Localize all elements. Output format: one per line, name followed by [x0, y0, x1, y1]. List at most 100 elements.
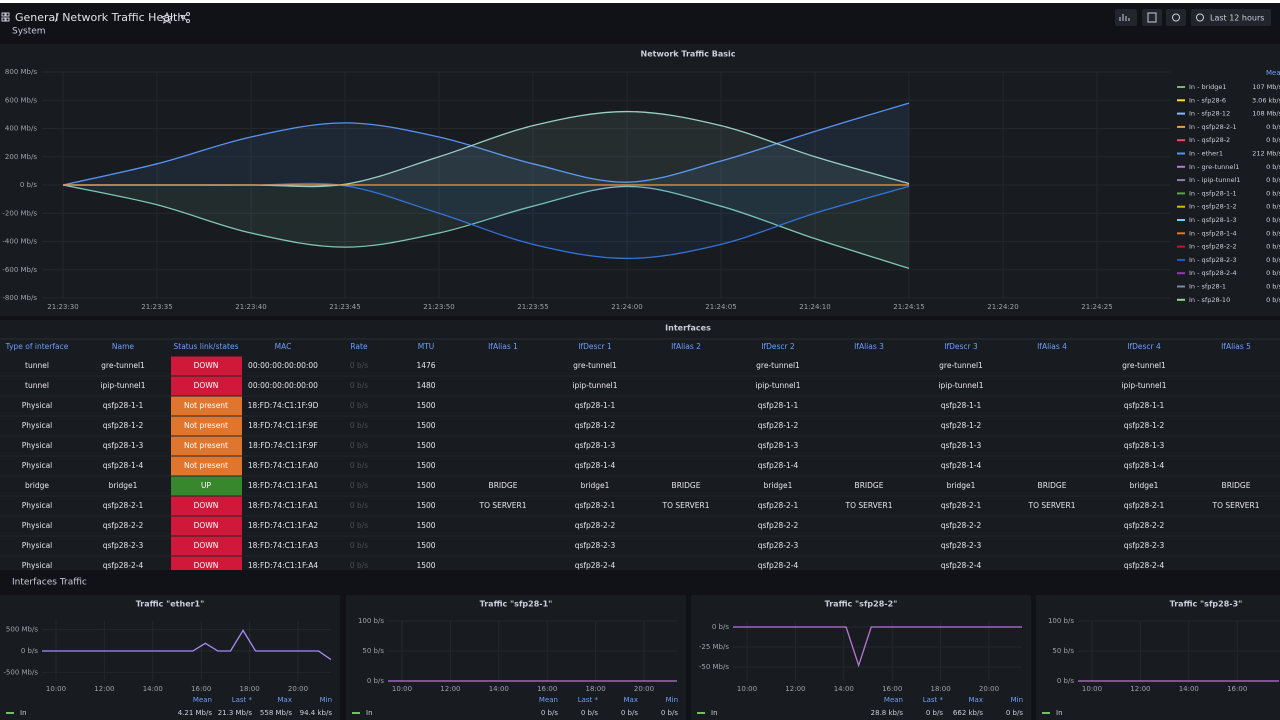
y-tick-label: 0 b/s	[20, 181, 37, 189]
legend-mean: 0 b/s	[1266, 269, 1280, 277]
time-picker[interactable]	[1191, 9, 1271, 26]
column-header[interactable]: Status link/states	[174, 342, 239, 351]
legend-name[interactable]: In - sfp28-6	[1189, 96, 1226, 104]
stat-label: Last *	[232, 696, 253, 704]
table-cell: qsfp28-1-2	[1124, 421, 1165, 430]
legend-name[interactable]: In - bridge1	[1189, 83, 1227, 91]
stat-label: Min	[1011, 696, 1023, 704]
table-cell: BRIDGE	[855, 481, 884, 490]
table-cell: qsfp28-2-2	[103, 521, 144, 530]
table-cell: qsfp28-1-4	[103, 461, 144, 470]
legend-name[interactable]: In - sfp28-12	[1189, 110, 1230, 118]
status-cell	[171, 496, 242, 516]
legend-name[interactable]: In - ipip-tunnel1	[1189, 176, 1241, 184]
column-header[interactable]: IfAlias 2	[671, 342, 701, 351]
legend-name[interactable]: In - qsfp28-2-4	[1189, 269, 1237, 277]
table-cell: Physical	[22, 561, 53, 570]
column-header[interactable]: MTU	[418, 342, 435, 351]
legend-name[interactable]: In - qsfp28-2-1	[1189, 123, 1237, 131]
legend-name[interactable]: In - qsfp28-1-3	[1189, 216, 1237, 224]
legend-name[interactable]: In	[1056, 709, 1063, 717]
clock-icon	[1196, 13, 1204, 22]
panel-title: Traffic "sfp28-2"	[825, 600, 898, 609]
legend-name[interactable]: In	[711, 709, 718, 717]
save-button[interactable]	[1142, 9, 1162, 26]
legend-name[interactable]: In - ether1	[1189, 150, 1223, 158]
legend-name[interactable]: In	[20, 709, 27, 717]
legend-name[interactable]: In - sfp28-1	[1189, 283, 1226, 291]
table-cell: 1500	[416, 421, 435, 430]
table-cell: bridge1	[109, 481, 138, 490]
x-tick-label: 16:00	[191, 685, 211, 693]
table-cell: 0 b/s	[350, 521, 368, 530]
x-tick-label: 20:00	[288, 685, 308, 693]
stat-value: 4.21 Mb/s	[178, 709, 213, 717]
legend-mean: 0 b/s	[1266, 229, 1280, 237]
breadcrumb-root[interactable]: General	[15, 11, 58, 24]
column-header[interactable]: IfDescr 2	[761, 342, 795, 351]
table-cell: BRIDGE	[672, 481, 701, 490]
top-strip	[0, 0, 1280, 3]
legend-mean: 0 b/s	[1266, 243, 1280, 251]
column-header[interactable]: IfDescr 4	[1127, 342, 1161, 351]
settings-button[interactable]	[1166, 9, 1186, 26]
status-label: DOWN	[194, 521, 219, 530]
share-icon[interactable]	[181, 12, 190, 23]
y-tick-label: -200 Mb/s	[2, 209, 37, 217]
column-header[interactable]: Rate	[350, 342, 368, 351]
table-cell: gre-tunnel1	[573, 361, 617, 370]
table-cell: Physical	[22, 521, 53, 530]
status-label: DOWN	[194, 541, 219, 550]
legend-name[interactable]: In - gre-tunnel1	[1189, 163, 1239, 171]
table-cell: qsfp28-2-4	[575, 561, 616, 570]
breadcrumb-page[interactable]: / Network Traffic Health	[55, 11, 184, 24]
column-header[interactable]: IfDescr 1	[578, 342, 612, 351]
column-header[interactable]: IfAlias 1	[488, 342, 518, 351]
column-header[interactable]: MAC	[275, 342, 292, 351]
table-cell: bridge1	[581, 481, 610, 490]
table-cell: 18:FD:74:C1:1F:9E	[248, 421, 318, 430]
column-header[interactable]: IfDescr 3	[944, 342, 978, 351]
status-label: DOWN	[194, 561, 219, 570]
legend-name[interactable]: In - qsfp28-1-2	[1189, 203, 1237, 211]
legend-name[interactable]: In - qsfp28-2-3	[1189, 256, 1237, 264]
table-cell: 18:FD:74:C1:1F:A1	[248, 501, 318, 510]
y-tick-label: -25 Mb/s	[699, 643, 729, 651]
legend-name[interactable]: In - qsfp28-1-1	[1189, 189, 1237, 197]
table-cell: tunnel	[25, 381, 49, 390]
x-tick-label: 16:00	[1227, 685, 1247, 693]
table-cell: qsfp28-2-3	[575, 541, 616, 550]
apps-icon[interactable]	[1, 12, 10, 22]
legend-name[interactable]: In - qsfp28-2	[1189, 136, 1230, 144]
column-header[interactable]: IfAlias 5	[1221, 342, 1251, 351]
legend-name[interactable]: In - qsfp28-2-2	[1189, 243, 1237, 251]
column-header[interactable]: Name	[112, 342, 135, 351]
table-cell: qsfp28-2-1	[941, 501, 982, 510]
table-cell: qsfp28-1-2	[103, 421, 144, 430]
table-cell: Physical	[22, 461, 53, 470]
y-tick-label: 200 Mb/s	[5, 153, 37, 161]
legend-name[interactable]: In - sfp28-10	[1189, 296, 1230, 304]
table-cell: TO SERVER1	[844, 501, 892, 510]
star-icon[interactable]	[160, 11, 174, 24]
stat-value: 0 b/s	[926, 709, 943, 717]
legend-name[interactable]: In - qsfp28-1-4	[1189, 229, 1237, 237]
table-cell: qsfp28-1-3	[575, 441, 616, 450]
table-cell: qsfp28-2-4	[758, 561, 799, 570]
x-tick-label: 10:00	[46, 685, 66, 693]
panel-title: Traffic "sfp28-1"	[480, 600, 553, 609]
y-tick-label: 100 b/s	[1048, 617, 1074, 625]
legend-mean: 0 b/s	[1266, 296, 1280, 304]
legend-name[interactable]: In	[366, 709, 373, 717]
column-header[interactable]: Type of interface	[5, 342, 69, 351]
stat-value: 0 b/s	[1006, 709, 1023, 717]
column-header[interactable]: IfAlias 3	[854, 342, 884, 351]
table-cell: 18:FD:74:C1:1F:A2	[248, 521, 318, 530]
x-tick-label: 21:23:30	[47, 303, 78, 311]
table-cell: 1500	[416, 561, 435, 570]
table-cell: BRIDGE	[1222, 481, 1251, 490]
time-range: Last 12 hours	[1210, 14, 1264, 23]
column-header[interactable]: IfAlias 4	[1037, 342, 1067, 351]
y-tick-label: 600 Mb/s	[5, 96, 37, 104]
stat-label: Mean	[539, 696, 558, 704]
